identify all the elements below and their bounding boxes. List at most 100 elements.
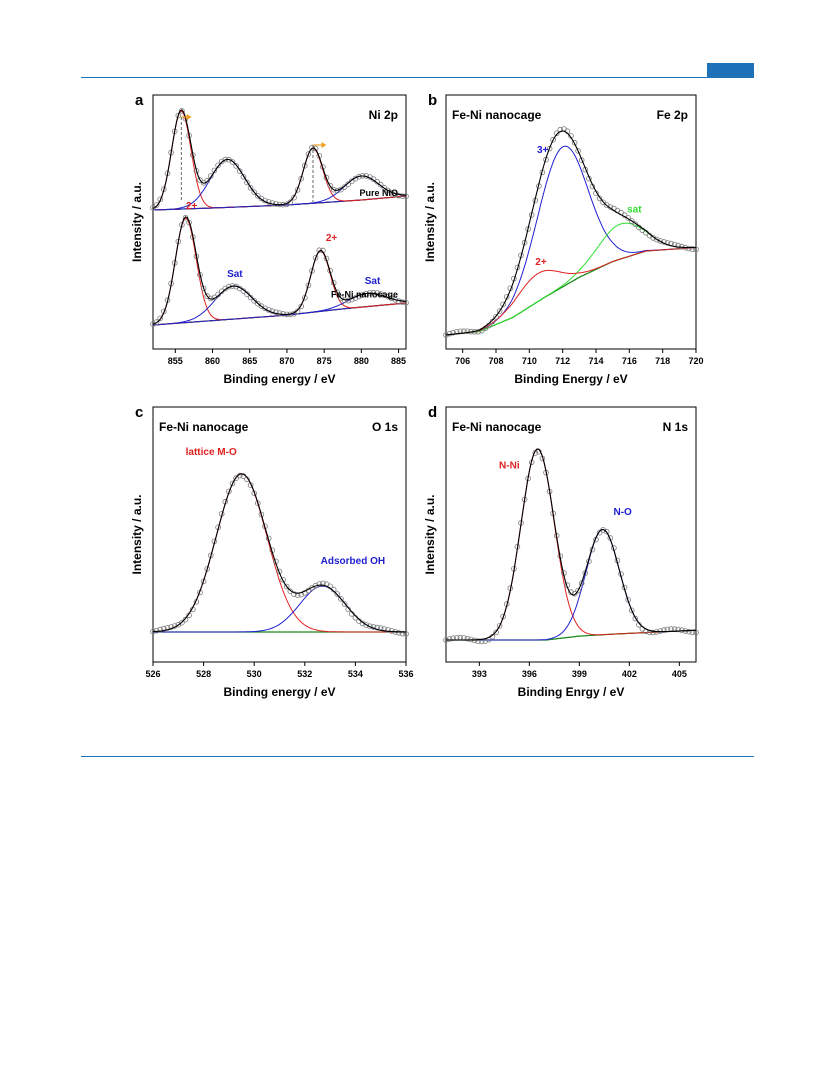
data-point bbox=[320, 580, 326, 587]
data-point bbox=[341, 184, 348, 190]
plot-frame bbox=[445, 406, 697, 663]
data-point bbox=[327, 182, 333, 189]
x-tick-label: 860 bbox=[205, 356, 220, 366]
data-point bbox=[283, 583, 290, 590]
data-point bbox=[273, 309, 279, 316]
data-point bbox=[596, 529, 603, 536]
header-tab bbox=[707, 63, 754, 77]
data-point bbox=[399, 299, 406, 306]
fit-component-line bbox=[445, 247, 697, 336]
data-point bbox=[251, 189, 258, 196]
peak-label: Sat bbox=[227, 269, 243, 280]
envelope-line bbox=[446, 448, 697, 641]
data-point bbox=[247, 294, 254, 301]
panel-region-label: N 1s bbox=[663, 420, 689, 434]
panel-letter: d bbox=[428, 404, 437, 421]
x-axis-label: Binding Enrgy / eV bbox=[518, 685, 625, 699]
data-point bbox=[179, 222, 185, 228]
data-point bbox=[330, 186, 337, 193]
peak-label: N-O bbox=[613, 507, 632, 518]
data-point bbox=[236, 168, 243, 174]
data-point bbox=[395, 192, 402, 199]
data-point bbox=[661, 627, 667, 633]
y-axis-label: Intensity / a.u. bbox=[130, 494, 144, 574]
peak-label: 3+ bbox=[537, 145, 549, 156]
peak-label: 2+ bbox=[326, 233, 338, 244]
x-tick-label: 710 bbox=[522, 356, 537, 366]
data-point bbox=[657, 628, 664, 634]
data-point bbox=[632, 615, 639, 622]
data-point bbox=[168, 624, 174, 630]
panel-sample-label: Fe-Ni nanocage bbox=[452, 108, 542, 122]
shift-arrow-head bbox=[321, 142, 327, 148]
x-tick-label: 402 bbox=[622, 669, 637, 679]
x-tick-label: 526 bbox=[145, 669, 160, 679]
x-tick-label: 396 bbox=[522, 669, 537, 679]
data-point bbox=[496, 622, 503, 629]
data-point bbox=[211, 167, 218, 174]
data-point bbox=[218, 288, 225, 295]
data-point bbox=[251, 297, 258, 304]
data-point bbox=[399, 193, 406, 200]
data-point bbox=[475, 638, 481, 644]
data-point bbox=[247, 185, 254, 191]
data-point bbox=[182, 616, 189, 623]
x-tick-label: 393 bbox=[472, 669, 487, 679]
data-point bbox=[276, 310, 283, 316]
data-point bbox=[403, 193, 409, 200]
data-point bbox=[628, 607, 635, 614]
data-point bbox=[600, 199, 606, 206]
data-point bbox=[464, 328, 471, 335]
peak-label: Sat bbox=[365, 276, 381, 287]
data-point bbox=[678, 627, 685, 633]
x-tick-label: 534 bbox=[348, 669, 363, 679]
data-point bbox=[689, 246, 696, 252]
data-point bbox=[450, 329, 456, 336]
data-point bbox=[675, 626, 681, 633]
data-point bbox=[461, 328, 467, 335]
peak-label: sat bbox=[627, 205, 642, 216]
x-tick-label: 718 bbox=[655, 356, 670, 366]
data-point bbox=[215, 162, 221, 169]
data-point bbox=[575, 587, 581, 594]
data-point bbox=[254, 500, 261, 507]
data-point bbox=[493, 629, 499, 636]
data-point bbox=[175, 112, 182, 119]
data-point bbox=[287, 199, 294, 206]
data-point bbox=[381, 184, 388, 191]
x-tick-label: 405 bbox=[672, 669, 687, 679]
data-point bbox=[244, 179, 250, 186]
data-point bbox=[334, 289, 341, 296]
data-point bbox=[367, 623, 373, 629]
data-point bbox=[571, 139, 578, 146]
data-point bbox=[287, 588, 294, 594]
data-point bbox=[675, 242, 681, 249]
x-axis-label: Binding energy / eV bbox=[223, 372, 335, 386]
data-point bbox=[204, 177, 211, 184]
data-point bbox=[628, 218, 635, 224]
data-point bbox=[309, 144, 315, 151]
data-point bbox=[632, 221, 639, 228]
panel-letter: b bbox=[428, 92, 437, 109]
y-axis-label: Intensity / a.u. bbox=[423, 494, 437, 574]
data-point bbox=[262, 305, 268, 312]
peak-label: N-Ni bbox=[499, 460, 520, 471]
x-tick-label: 870 bbox=[279, 356, 294, 366]
data-point bbox=[493, 313, 499, 320]
x-tick-label: 536 bbox=[398, 669, 413, 679]
y-axis-label: Intensity / a.u. bbox=[130, 182, 144, 262]
data-point bbox=[377, 181, 384, 188]
data-point bbox=[157, 626, 164, 633]
data-point bbox=[323, 174, 330, 181]
data-point bbox=[446, 636, 453, 642]
data-point bbox=[657, 238, 664, 244]
fit-component-line bbox=[152, 217, 407, 325]
data-point bbox=[450, 635, 456, 641]
shift-arrow-head bbox=[186, 114, 192, 120]
data-point bbox=[341, 601, 348, 607]
data-point bbox=[215, 291, 221, 298]
trace-label: Fe-Ni nanocage bbox=[331, 290, 398, 300]
fit-component-line bbox=[446, 448, 696, 641]
envelope-line bbox=[445, 130, 697, 336]
